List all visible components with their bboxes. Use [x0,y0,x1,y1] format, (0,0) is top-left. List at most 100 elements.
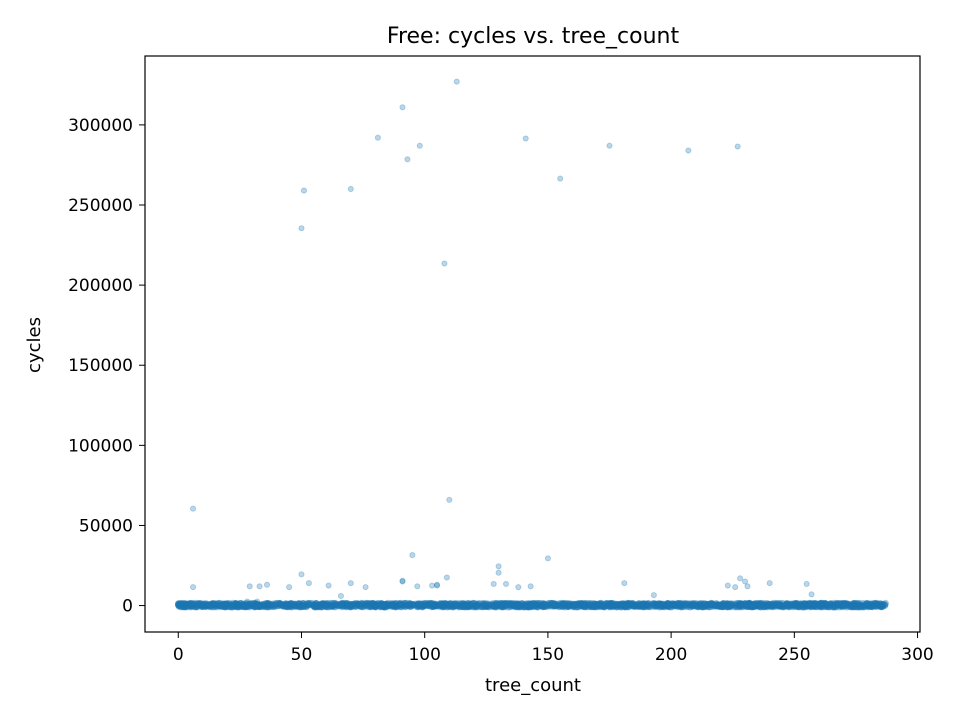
data-point [691,601,699,609]
data-point [664,602,672,610]
data-point [471,599,479,607]
data-point [263,603,271,611]
data-point [842,601,849,609]
data-point [867,602,875,610]
data-point [840,600,848,607]
data-point [673,603,681,611]
data-point [806,603,814,611]
data-point [478,603,486,610]
data-point [376,603,384,611]
data-point [697,601,705,609]
data-point [693,600,700,607]
data-point [460,601,468,609]
data-point [643,600,650,608]
data-point [635,601,643,609]
data-point [282,600,290,608]
data-point [581,600,589,608]
data-point [632,602,640,609]
data-point [346,601,354,609]
data-point [779,603,787,611]
data-point [790,601,797,608]
data-point [804,601,812,608]
data-point [746,600,754,608]
data-point [294,602,302,610]
data-point [431,602,439,610]
data-point [369,600,376,608]
data-point [563,602,570,609]
data-point [824,602,832,610]
data-point [646,602,653,610]
data-point [551,601,558,609]
data-point [538,602,546,610]
x-axis-label: tree_count [485,675,581,696]
data-point [405,602,413,610]
data-point [406,599,414,607]
data-point [353,600,361,608]
data-point [189,602,197,610]
data-point [183,601,191,609]
data-point [239,602,246,609]
data-point [737,599,745,607]
data-point [528,600,535,608]
data-point [840,600,847,608]
data-point [273,602,281,610]
data-point [665,602,673,610]
data-point [229,599,237,607]
data-point [375,602,383,610]
data-point [347,603,355,610]
data-point [181,603,189,611]
data-point [876,600,884,608]
data-point [581,599,589,607]
data-point [189,601,196,609]
data-point [472,601,480,608]
data-point [202,600,210,607]
data-point [258,601,266,609]
data-point [342,600,349,607]
data-point [747,601,755,609]
data-point [748,603,756,610]
data-point [204,602,212,610]
data-point [305,601,313,609]
data-point [494,602,502,609]
data-point [727,601,735,609]
data-point [307,599,315,607]
data-point [328,602,335,610]
data-point [251,600,259,608]
data-point [667,601,674,608]
data-point [779,603,787,610]
data-point [524,602,532,609]
data-point [286,600,294,608]
data-point [762,602,769,610]
data-point [175,600,182,608]
data-point [415,602,423,610]
data-point [709,600,716,608]
data-point [723,600,731,608]
data-point [815,600,823,608]
data-point [347,601,354,609]
data-point [229,603,237,610]
data-point [431,601,438,609]
data-point [875,602,883,610]
data-point [872,602,880,610]
x-tick-label: 0 [173,645,184,665]
data-point [651,600,659,608]
data-point [451,601,459,609]
data-point [723,600,731,608]
data-point [641,602,648,609]
data-point [838,601,846,608]
data-point [454,601,461,609]
data-point [612,600,619,608]
data-point [783,602,790,610]
data-point [436,600,444,608]
data-point [796,603,803,611]
data-point [250,602,258,609]
data-point [272,600,280,607]
data-point [203,601,211,608]
data-point [852,601,859,608]
data-point [666,601,673,609]
data-point [837,602,845,610]
data-point [446,603,454,611]
data-point [357,602,365,610]
data-point [534,603,541,611]
data-point [321,601,329,609]
